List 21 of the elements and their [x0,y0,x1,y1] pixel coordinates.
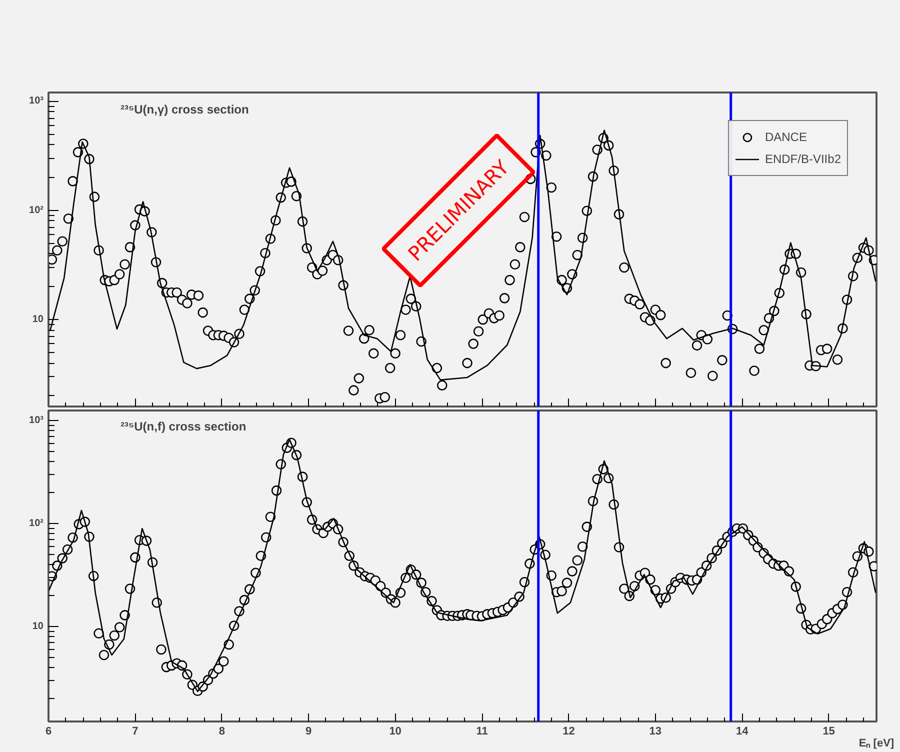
x-tick-label: 10 [389,726,402,738]
x-axis-title: Eₙ [eV] [858,738,894,750]
y-tick-label: 10³ [29,414,44,426]
text: ²³⁵U(n,γ) cross section [120,102,249,116]
x-tick-label: 9 [306,726,312,738]
x-tick-label: 12 [562,726,575,738]
x-tick-label: 6 [45,726,52,738]
y-tick-label: 10² [29,518,44,530]
y-tick-label: 10 [32,314,44,326]
y-tick-label: 10² [29,204,44,216]
x-tick-label: 11 [476,726,488,738]
x-tick-label: 13 [649,726,662,738]
x-tick-label: 7 [132,726,138,738]
x-tick-label: 14 [736,726,750,738]
x-tick-label: 8 [218,726,225,738]
y-tick-label: 10 [32,621,44,632]
legend-label: ENDF/B-VIIb2 [764,152,841,166]
y-tick-label: 10³ [29,96,44,107]
x-tick-label: 15 [822,726,835,738]
legend-label: DANCE [764,130,807,144]
text: ²³⁵U(n,f) cross section [120,420,246,434]
